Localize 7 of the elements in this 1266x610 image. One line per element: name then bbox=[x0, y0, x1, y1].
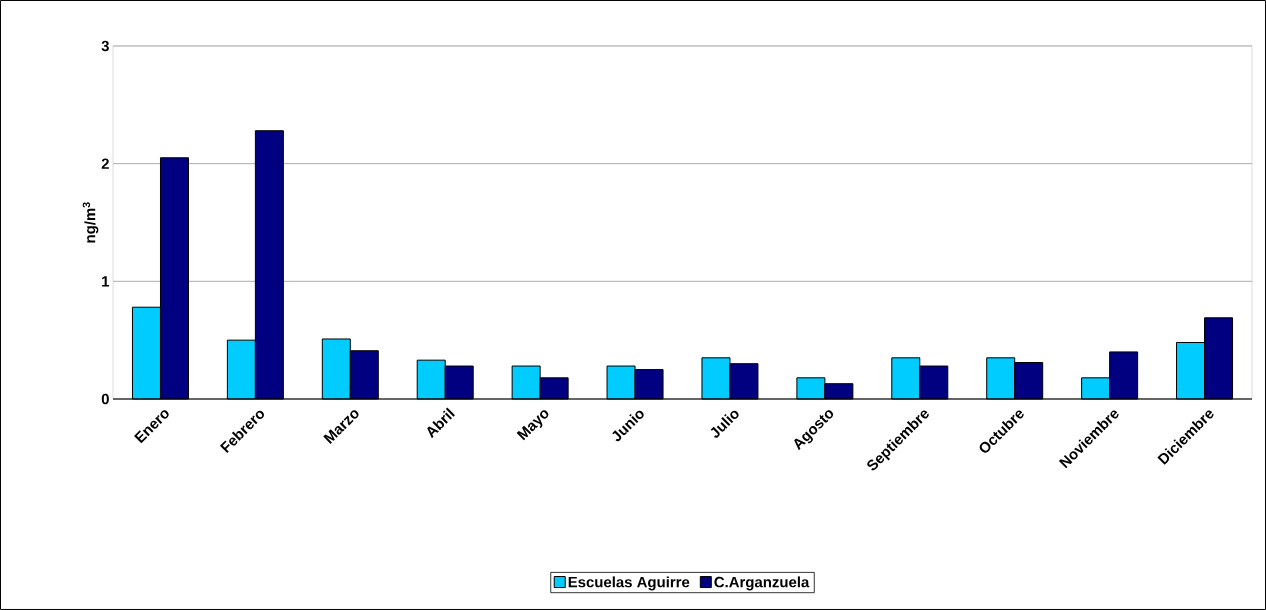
y-tick-label: 2 bbox=[101, 158, 109, 169]
y-tick-label: 1 bbox=[102, 276, 110, 287]
y-axis-title: ng/m$^{3}$ bbox=[82, 202, 99, 243]
legend-label: Escuelas Aguirre bbox=[568, 576, 690, 591]
y-tick-label: 3 bbox=[101, 40, 109, 52]
legend-label: C.Arganzuela bbox=[714, 576, 810, 591]
y-tick-label: 0 bbox=[101, 393, 109, 405]
